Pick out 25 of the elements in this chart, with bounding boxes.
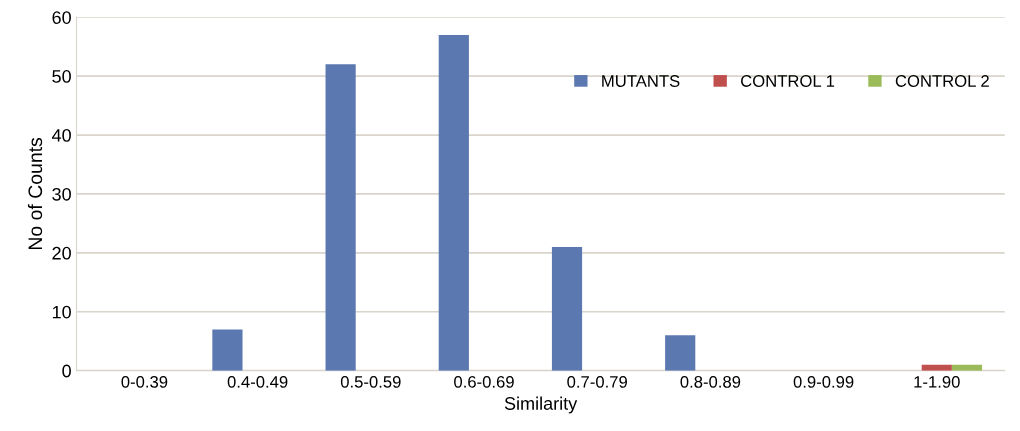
y-tick-label: 30 xyxy=(52,187,71,201)
x-tick-label: 1-1.90 xyxy=(914,375,960,388)
legend-label: CONTROL 1 xyxy=(741,75,835,87)
x-tick-label: 0-0.39 xyxy=(121,375,168,388)
y-tick-label: 50 xyxy=(52,70,71,83)
x-tick-label: 0.5-0.59 xyxy=(340,375,401,388)
x-tick-label: 0.9-0.99 xyxy=(793,375,854,388)
bar xyxy=(212,329,243,371)
bar xyxy=(665,335,696,371)
y-tick-label: 20 xyxy=(52,246,71,260)
x-tick-label: 0.8-0.89 xyxy=(680,375,741,388)
y-tick-label: 60 xyxy=(52,11,71,24)
x-tick-label: 0.6-0.69 xyxy=(454,375,514,388)
x-axis-title: Similarity xyxy=(504,396,578,414)
y-tick-label: 0 xyxy=(62,364,71,378)
y-tick-label: 10 xyxy=(52,305,71,319)
legend-label: CONTROL 2 xyxy=(895,75,989,87)
bar xyxy=(438,34,469,371)
x-tick-label: 0.4-0.49 xyxy=(227,375,288,388)
x-tick-label: 0.7-0.79 xyxy=(567,375,627,388)
legend-label: MUTANTS xyxy=(602,75,680,87)
y-axis-title: No of Counts xyxy=(27,137,43,250)
y-tick-label: 40 xyxy=(51,128,71,142)
bar xyxy=(325,64,356,371)
bar xyxy=(551,246,583,371)
